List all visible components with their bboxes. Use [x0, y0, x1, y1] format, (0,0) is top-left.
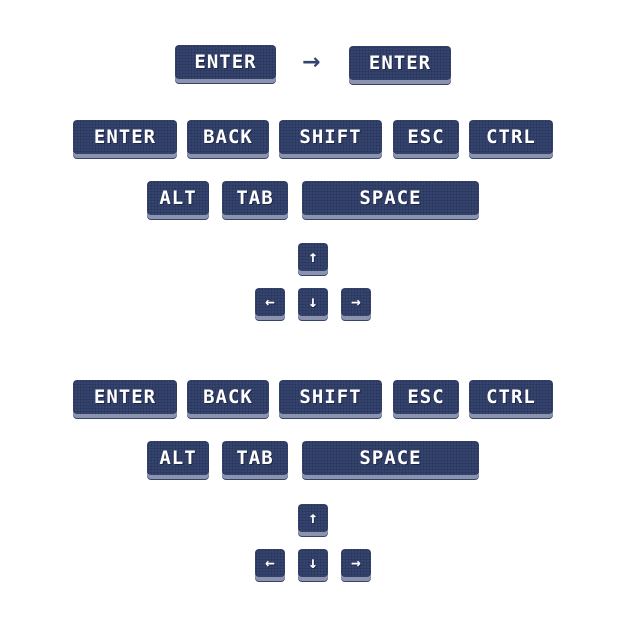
set2-ctrl-label: CTRL — [486, 385, 536, 408]
set1-up-arrow-key[interactable]: ↑ — [298, 243, 328, 271]
set1-esc-label: ESC — [407, 125, 445, 148]
set2-alt-key[interactable]: ALT — [147, 441, 209, 475]
set1-tab-key[interactable]: TAB — [222, 181, 288, 215]
set1-enter-label: ENTER — [93, 125, 157, 148]
set2-up-arrow-key[interactable]: ↑ — [298, 504, 328, 532]
set2-shift-label: SHIFT — [299, 385, 362, 408]
set2-tab-key[interactable]: TAB — [222, 441, 288, 475]
set2-space-label: SPACE — [359, 446, 422, 469]
set1-space-label: SPACE — [359, 186, 422, 209]
set1-left-arrow-key[interactable]: ← — [255, 288, 285, 316]
enter-key-before-label: ENTER — [194, 50, 257, 73]
set2-space-key[interactable]: SPACE — [302, 441, 479, 475]
set1-ctrl-key[interactable]: CTRL — [469, 120, 553, 154]
set2-ctrl-key[interactable]: CTRL — [469, 380, 553, 414]
arrow-right-icon: → — [302, 50, 321, 75]
set1-space-key[interactable]: SPACE — [302, 181, 479, 215]
set2-back-key[interactable]: BACK — [187, 380, 269, 414]
right-arrow-icon: → — [351, 553, 361, 572]
enter-key-before[interactable]: ENTER — [175, 45, 276, 79]
set1-back-label: BACK — [203, 125, 253, 148]
set1-shift-key[interactable]: SHIFT — [279, 120, 382, 154]
set2-back-label: BACK — [203, 385, 253, 408]
set2-esc-key[interactable]: ESC — [393, 380, 459, 414]
set1-back-key[interactable]: BACK — [187, 120, 269, 154]
set1-alt-key[interactable]: ALT — [147, 181, 209, 215]
down-arrow-icon: ↓ — [308, 553, 318, 572]
set2-right-arrow-key[interactable]: → — [341, 549, 371, 577]
set1-shift-label: SHIFT — [299, 125, 362, 148]
down-arrow-icon: ↓ — [308, 292, 318, 311]
set2-shift-key[interactable]: SHIFT — [279, 380, 382, 414]
left-arrow-icon: ← — [265, 553, 275, 572]
set1-ctrl-label: CTRL — [486, 125, 536, 148]
enter-key-after-label: ENTER — [368, 51, 432, 74]
enter-key-after[interactable]: ENTER — [349, 46, 451, 80]
set1-tab-label: TAB — [236, 186, 274, 209]
set1-right-arrow-key[interactable]: → — [341, 288, 371, 316]
set2-enter-label: ENTER — [93, 385, 157, 408]
left-arrow-icon: ← — [265, 292, 275, 311]
set2-enter-key[interactable]: ENTER — [73, 380, 177, 414]
set2-alt-label: ALT — [159, 446, 197, 469]
set1-alt-label: ALT — [159, 186, 197, 209]
right-arrow-icon: → — [351, 292, 361, 311]
set1-down-arrow-key[interactable]: ↓ — [298, 288, 328, 316]
set2-down-arrow-key[interactable]: ↓ — [298, 549, 328, 577]
up-arrow-icon: ↑ — [308, 247, 318, 266]
set2-left-arrow-key[interactable]: ← — [255, 549, 285, 577]
set1-enter-key[interactable]: ENTER — [73, 120, 177, 154]
set1-esc-key[interactable]: ESC — [393, 120, 459, 154]
up-arrow-icon: ↑ — [308, 508, 318, 527]
set2-tab-label: TAB — [236, 446, 274, 469]
set2-esc-label: ESC — [407, 385, 445, 408]
